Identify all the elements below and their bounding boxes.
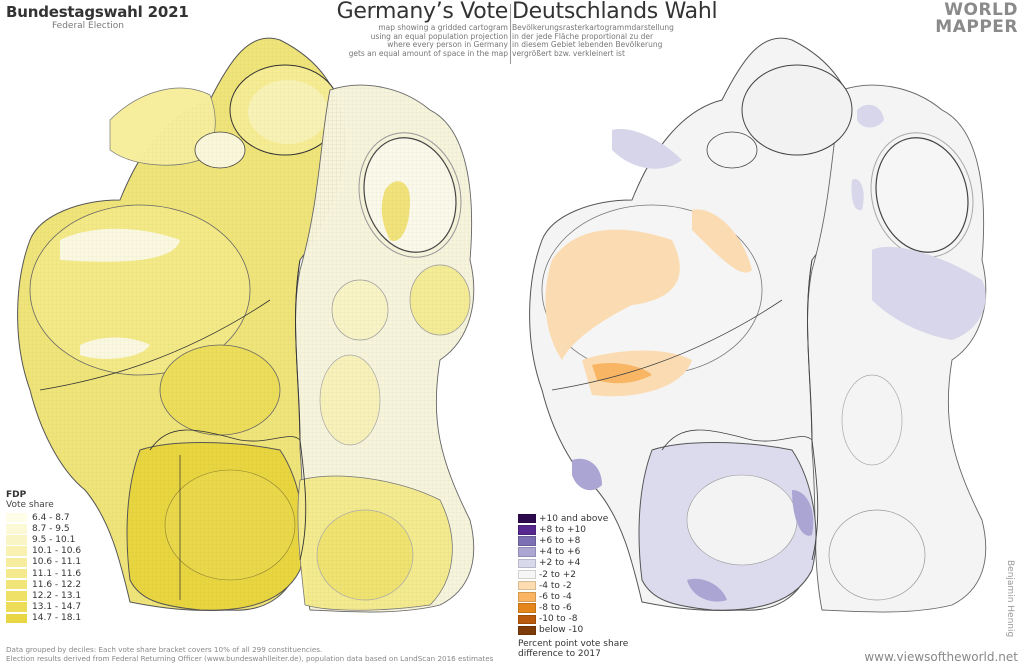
title-block-en: Germany’s Vote map showing a gridded car… bbox=[336, 0, 509, 58]
legend-swatch bbox=[6, 591, 27, 601]
legend-item: -2 to +2 bbox=[518, 569, 628, 580]
legend-label: 10.6 - 11.1 bbox=[32, 557, 82, 568]
legend-label: -2 to +2 bbox=[539, 569, 576, 580]
fdp-vote-share-map bbox=[0, 0, 512, 640]
legend-item: +2 to +4 bbox=[518, 558, 628, 569]
legend-item: 12.2 - 13.1 bbox=[6, 590, 81, 601]
legend-item: 13.1 - 14.7 bbox=[6, 602, 81, 613]
title-divider bbox=[510, 4, 511, 64]
change-legend: +10 and above +8 to +10 +6 to +8 +4 to +6 +2… bbox=[518, 513, 628, 659]
legend-label: below -10 bbox=[539, 625, 584, 636]
legend-label: 6.4 - 8.7 bbox=[32, 512, 70, 523]
logo-line-2: MAPPER bbox=[935, 17, 1018, 37]
legend-item: +4 to +6 bbox=[518, 547, 628, 558]
legend-item: 11.1 - 11.6 bbox=[6, 568, 81, 579]
legend-swatch bbox=[6, 512, 27, 523]
legend-note: Percent point vote share difference to 2… bbox=[518, 639, 628, 659]
description-de-line: Bevölkerungsrasterkartogrammdarstellung bbox=[512, 23, 674, 32]
legend-label: +6 to +8 bbox=[539, 535, 581, 546]
legend-swatch bbox=[518, 603, 536, 613]
legend-swatch bbox=[518, 569, 536, 580]
title-en: Germany’s Vote bbox=[336, 0, 509, 24]
legend-label: 8.7 - 9.5 bbox=[32, 523, 70, 534]
legend-label: +4 to +6 bbox=[539, 547, 581, 558]
legend-item: +10 and above bbox=[518, 513, 628, 524]
footer-line-1: Data grouped by deciles: Each vote share… bbox=[6, 645, 323, 654]
legend-swatch bbox=[518, 525, 536, 535]
legend-label: -8 to -6 bbox=[539, 603, 572, 614]
description-en-line: using an equal population projection bbox=[370, 31, 508, 41]
footer-line-2: Election results derived from Federal Re… bbox=[6, 654, 494, 663]
title-de: Deutschlands Wahl bbox=[512, 0, 718, 24]
description-de-line: in diesem Gebiet lebenden Bevölkerung bbox=[512, 40, 663, 49]
fdp-legend: FDP Vote share 6.4 - 8.7 8.7 - 9.5 9.5 - 1… bbox=[6, 490, 81, 624]
title-block-de: Deutschlands Wahl Bevölkerungsrasterkart… bbox=[512, 0, 718, 58]
legend-item: 11.6 - 12.2 bbox=[6, 579, 81, 590]
legend-label: +2 to +4 bbox=[539, 558, 581, 569]
legend-label: -4 to -2 bbox=[539, 580, 572, 591]
legend-party: FDP bbox=[6, 490, 27, 500]
legend-label: +10 and above bbox=[539, 513, 609, 524]
description-en-line: map showing a gridded cartogram bbox=[378, 23, 508, 32]
website-link[interactable]: www.viewsoftheworld.net bbox=[864, 650, 1018, 664]
description-de-line: in der jede Fläche proportional zu der bbox=[512, 31, 654, 41]
legend-swatch bbox=[6, 579, 27, 590]
legend-label: -10 to -8 bbox=[539, 614, 578, 625]
legend-item: 9.5 - 10.1 bbox=[6, 534, 81, 545]
legend-label: 13.1 - 14.7 bbox=[32, 602, 82, 613]
legend-swatch bbox=[518, 580, 536, 591]
legend-swatch bbox=[518, 547, 536, 557]
legend-swatch bbox=[6, 602, 27, 612]
legend-label: 11.6 - 12.2 bbox=[32, 579, 82, 590]
legend-item: +8 to +10 bbox=[518, 524, 628, 535]
legend-swatch bbox=[6, 568, 27, 579]
legend-note-line-1: Percent point vote share bbox=[518, 639, 629, 650]
worldmapper-logo: WORLD MAPPER bbox=[935, 2, 1018, 36]
legend-item: 10.6 - 11.1 bbox=[6, 557, 81, 568]
description-en-line: gets an equal amount of space in the map bbox=[348, 48, 508, 58]
legend-item: -10 to -8 bbox=[518, 614, 628, 625]
page-subtitle: Federal Election bbox=[52, 21, 124, 31]
legend-item: +6 to +8 bbox=[518, 535, 628, 546]
legend-swatch bbox=[518, 558, 536, 569]
legend-swatch bbox=[6, 613, 27, 624]
logo-line-1: WORLD bbox=[944, 0, 1018, 20]
description-en-line: where every person in Germany bbox=[387, 40, 508, 49]
legend-swatch bbox=[518, 536, 536, 546]
legend-label: 14.7 - 18.1 bbox=[32, 613, 82, 624]
legend-measure: Vote share bbox=[6, 500, 54, 510]
legend-swatch bbox=[518, 625, 536, 636]
legend-item: 10.1 - 10.6 bbox=[6, 546, 81, 557]
legend-swatch bbox=[6, 524, 27, 534]
legend-label: +8 to +10 bbox=[539, 524, 587, 535]
legend-item: below -10 bbox=[518, 625, 628, 636]
legend-label: 9.5 - 10.1 bbox=[32, 534, 76, 545]
legend-item: 6.4 - 8.7 bbox=[6, 512, 81, 523]
legend-swatch bbox=[6, 557, 27, 568]
legend-note-line-2: difference to 2017 bbox=[518, 649, 601, 660]
legend-label: 11.1 - 11.6 bbox=[32, 568, 82, 579]
legend-item: -6 to -4 bbox=[518, 591, 628, 602]
legend-label: 12.2 - 13.1 bbox=[32, 590, 82, 601]
legend-swatch bbox=[518, 614, 536, 625]
legend-item: -8 to -6 bbox=[518, 603, 628, 614]
legend-item: 14.7 - 18.1 bbox=[6, 613, 81, 624]
description-de-line: vergrößert bzw. verkleinert ist bbox=[512, 48, 625, 58]
legend-item: -4 to -2 bbox=[518, 580, 628, 591]
legend-swatch bbox=[518, 513, 536, 524]
legend-label: 10.1 - 10.6 bbox=[32, 546, 82, 557]
author-credit: Benjamin Hennig bbox=[1005, 560, 1015, 638]
vote-share-change-map bbox=[512, 0, 1024, 640]
legend-swatch bbox=[518, 592, 536, 602]
legend-label: -6 to -4 bbox=[539, 591, 572, 602]
legend-swatch bbox=[6, 535, 27, 545]
footer-notes: Data grouped by deciles: Each vote share… bbox=[6, 645, 493, 663]
legend-item: 8.7 - 9.5 bbox=[6, 523, 81, 534]
legend-swatch bbox=[6, 546, 27, 556]
page-title: Bundestagswahl 2021 bbox=[6, 3, 189, 21]
